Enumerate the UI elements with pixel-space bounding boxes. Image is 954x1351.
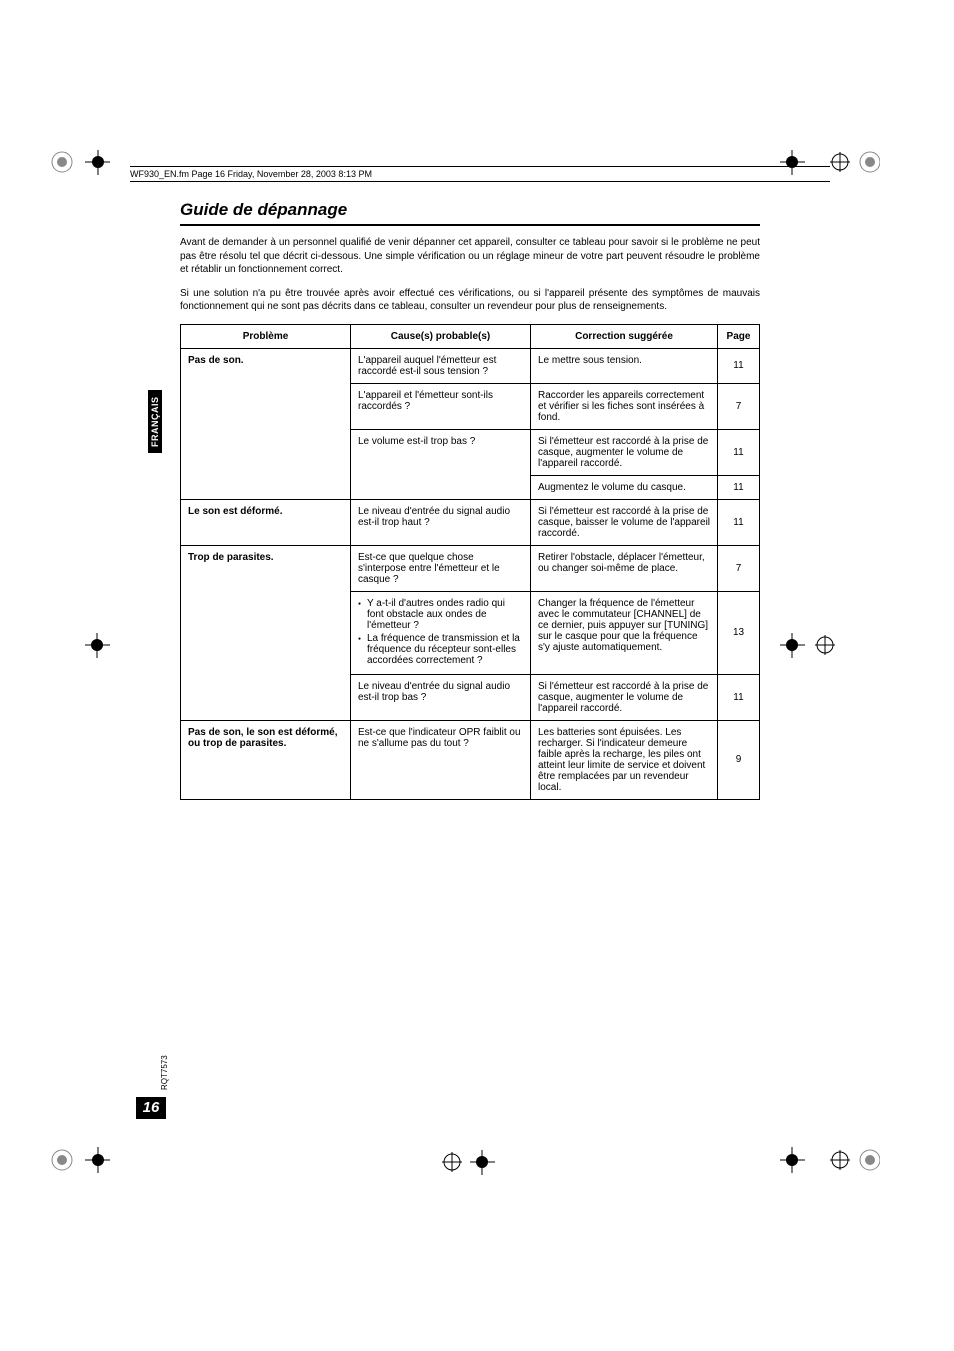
cell-cause: Le niveau d'entrée du signal audio est-i… [351,499,531,545]
page-number: 16 [136,1097,166,1119]
cell-cause: Est-ce que l'indicateur OPR faiblit ou n… [351,720,531,799]
crop-mark-bottom-right [780,1115,880,1175]
cell-cause: Est-ce que quelque chose s'interpose ent… [351,545,531,591]
cell-correction: Raccorder les appareils correctement et … [531,383,718,429]
cell-cause: L'appareil et l'émetteur sont-ils raccor… [351,383,531,429]
page: WF930_EN.fm Page 16 Friday, November 28,… [0,0,954,1351]
page-title: Guide de dépannage [180,200,760,220]
cell-problem: Pas de son. [181,348,351,499]
cell-page: 11 [718,348,760,383]
cell-correction: Si l'émetteur est raccordé à la prise de… [531,674,718,720]
cell-page: 11 [718,429,760,475]
cell-page: 11 [718,674,760,720]
cause-bullet: La fréquence de transmission et la fréqu… [358,633,523,666]
cell-cause: L'appareil auquel l'émetteur est raccord… [351,348,531,383]
title-rule [180,224,760,226]
col-page: Page [718,324,760,348]
cell-correction: Si l'émetteur est raccordé à la prise de… [531,499,718,545]
crop-mark-top-left [50,150,110,210]
cell-correction: Augmentez le volume du casque. [531,475,718,499]
cell-cause: Y a-t-il d'autres ondes radio qui font o… [351,591,531,674]
crop-mark-mid-right [780,633,840,663]
crop-mark-mid-left [85,633,115,663]
cell-correction: Les batteries sont épuisées. Les recharg… [531,720,718,799]
table-row: Pas de son.L'appareil auquel l'émetteur … [181,348,760,383]
cell-correction: Si l'émetteur est raccordé à la prise de… [531,429,718,475]
col-correction: Correction suggérée [531,324,718,348]
table-header-row: Problème Cause(s) probable(s) Correction… [181,324,760,348]
cell-problem: Pas de son, le son est déformé, ou trop … [181,720,351,799]
crop-mark-bottom-center [440,1150,500,1180]
table-row: Le son est déformé.Le niveau d'entrée du… [181,499,760,545]
cell-cause: Le volume est-il trop bas ? [351,429,531,499]
cause-bullet: Y a-t-il d'autres ondes radio qui font o… [358,598,523,631]
cell-page: 7 [718,383,760,429]
table-row: Trop de parasites.Est-ce que quelque cho… [181,545,760,591]
cell-page: 11 [718,475,760,499]
crop-mark-bottom-left [50,1115,110,1175]
cell-correction: Retirer l'obstacle, déplacer l'émetteur,… [531,545,718,591]
document-code: RQT7573 [160,1055,169,1090]
header-text: WF930_EN.fm Page 16 Friday, November 28,… [130,169,372,179]
table-body: Pas de son.L'appareil auquel l'émetteur … [181,348,760,799]
cell-correction: Changer la fréquence de l'émetteur avec … [531,591,718,674]
intro-paragraph-1: Avant de demander à un personnel qualifi… [180,236,760,277]
cell-page: 9 [718,720,760,799]
cell-page: 13 [718,591,760,674]
cell-page: 7 [718,545,760,591]
content-area: Guide de dépannage Avant de demander à u… [180,200,760,800]
cell-problem: Le son est déformé. [181,499,351,545]
page-header: WF930_EN.fm Page 16 Friday, November 28,… [130,166,830,182]
table-row: Pas de son, le son est déformé, ou trop … [181,720,760,799]
troubleshooting-table: Problème Cause(s) probable(s) Correction… [180,324,760,800]
language-tab: FRANÇAIS [148,391,162,454]
cell-cause: Le niveau d'entrée du signal audio est-i… [351,674,531,720]
cell-problem: Trop de parasites. [181,545,351,720]
col-cause: Cause(s) probable(s) [351,324,531,348]
col-problem: Problème [181,324,351,348]
cell-correction: Le mettre sous tension. [531,348,718,383]
intro-paragraph-2: Si une solution n'a pu être trouvée aprè… [180,287,760,314]
cell-page: 11 [718,499,760,545]
